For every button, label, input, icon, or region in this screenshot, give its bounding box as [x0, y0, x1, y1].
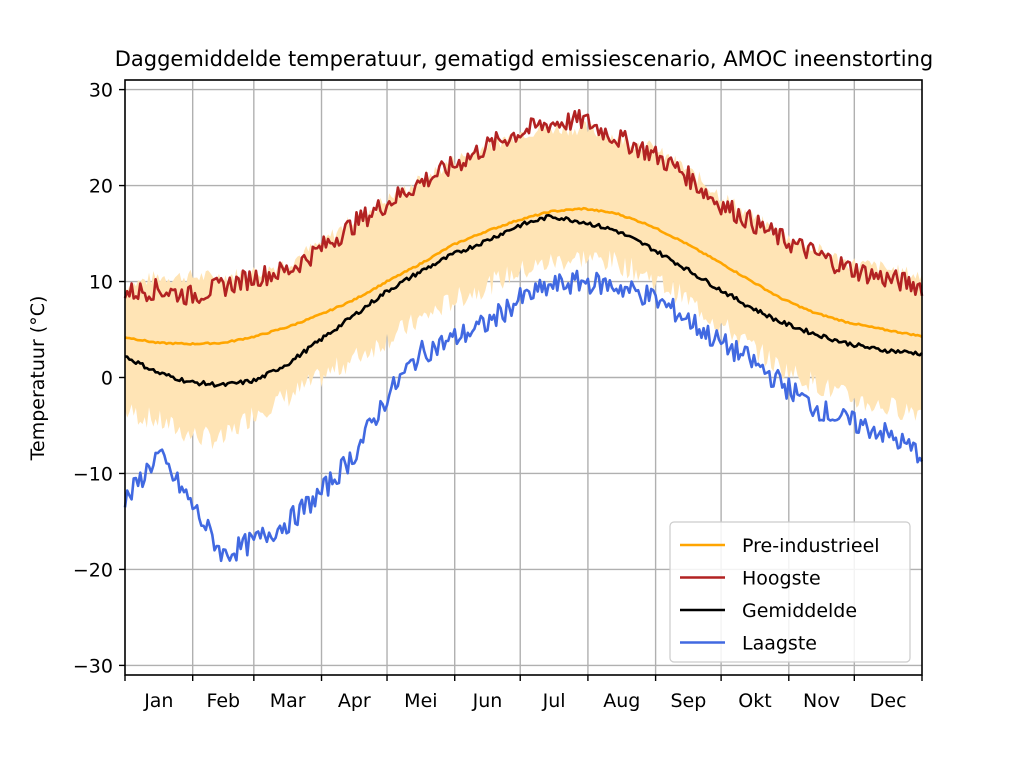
chart-title: Daggemiddelde temperatuur, gematigd emis…	[115, 47, 934, 71]
series-line-gemiddelde	[124, 214, 923, 388]
legend-box	[669, 521, 911, 663]
x-tick-label-jan: Jan	[143, 690, 173, 712]
plot-area	[123, 109, 924, 563]
x-tick-label-jul: Jul	[542, 690, 566, 712]
legend-label: Gemiddelde	[742, 600, 857, 622]
legend-label: Pre-industrieel	[742, 535, 880, 557]
x-tick-label-jun: Jun	[472, 690, 503, 712]
legend-label: Hoogste	[742, 568, 821, 590]
x-tick-label-mar: Mar	[270, 690, 306, 712]
legend: Pre-industrieel Hoogste Gemiddelde Laagste	[669, 521, 911, 663]
series-line-hoogste	[123, 109, 924, 306]
series-line-laagste	[123, 269, 924, 563]
x-tick-label-mei: Mei	[404, 690, 437, 712]
x-tick-label-aug: Aug	[603, 690, 640, 712]
x-tick-label-feb: Feb	[206, 690, 240, 712]
y-tick-label: −30	[73, 655, 113, 677]
x-tick-label-apr: Apr	[338, 690, 371, 712]
y-tick-label: 20	[89, 176, 113, 198]
x-tick-label-dec: Dec	[870, 690, 907, 712]
y-tick-label: 10	[89, 272, 113, 294]
series-line-pre-industrieel	[124, 206, 923, 346]
y-tick-label: −20	[73, 559, 113, 581]
x-axis-ticks: Jan Feb Mar Apr Mei Jun Jul Aug Sep Okt Nov Dec	[124, 675, 923, 712]
x-tick-label-sep: Sep	[670, 690, 706, 712]
y-tick-label: 30	[89, 80, 113, 102]
y-tick-label: 0	[101, 368, 113, 390]
legend-label: Laagste	[742, 633, 817, 655]
y-axis-label: Temperatuur (°C)	[27, 296, 49, 462]
range-band	[125, 120, 922, 450]
y-tick-label: −10	[73, 463, 113, 485]
x-tick-label-nov: Nov	[803, 690, 840, 712]
x-tick-label-okt: Okt	[738, 690, 771, 712]
y-axis-ticks: −30 −20 −10 0 10 20 30	[73, 80, 125, 677]
